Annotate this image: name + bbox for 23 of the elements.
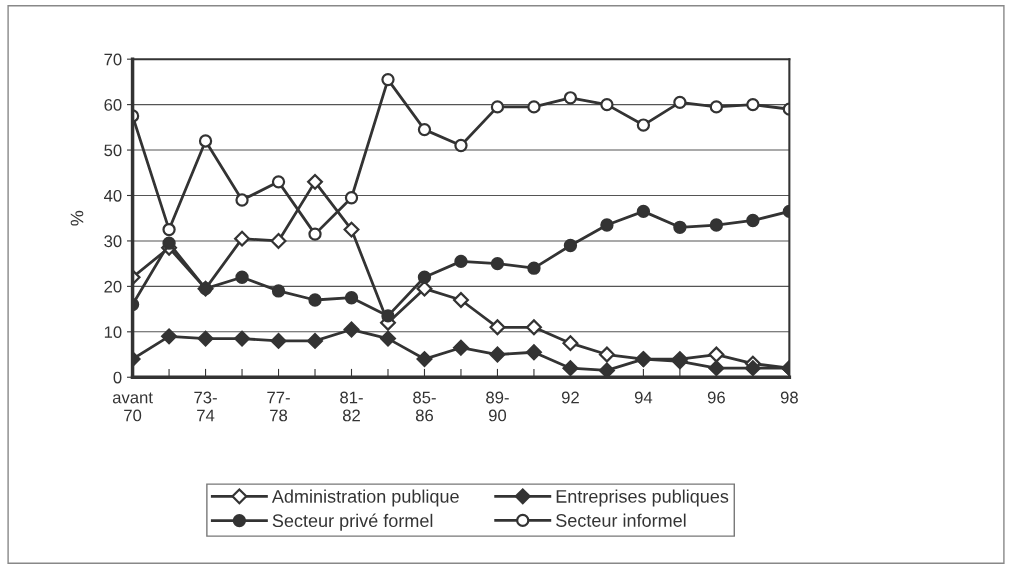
legend-label: Secteur privé formel — [272, 513, 433, 531]
x-tick-label: 73- 74 — [194, 391, 217, 422]
x-tick-label: 85- 86 — [413, 391, 436, 422]
x-tick-label: 77- 78 — [267, 391, 290, 422]
x-tick-label: 81- 82 — [340, 391, 363, 422]
y-tick-label: 70 — [104, 53, 122, 66]
y-tick-label: 50 — [104, 144, 122, 157]
y-tick-label: 0 — [113, 371, 122, 384]
x-tick-label: 89- 90 — [486, 391, 509, 422]
x-tick-label: 98 — [780, 391, 798, 404]
x-tick-label: 94 — [634, 391, 653, 404]
legend-label: Administration publique — [271, 489, 459, 507]
y-tick-label: 40 — [104, 189, 122, 202]
legend-label: Secteur informel — [556, 513, 686, 527]
y-tick-label: 60 — [104, 99, 122, 111]
x-tick-label: 92 — [561, 391, 579, 404]
x-tick-label: 96 — [707, 391, 725, 404]
y-tick-label: 20 — [104, 280, 122, 293]
legend-label: Entreprises publiques — [556, 489, 729, 507]
y-tick-label: 10 — [104, 326, 122, 339]
y-tick-label: 30 — [104, 235, 122, 248]
x-tick-label: avant 70 — [112, 392, 153, 422]
y-axis-title: % — [70, 210, 84, 226]
